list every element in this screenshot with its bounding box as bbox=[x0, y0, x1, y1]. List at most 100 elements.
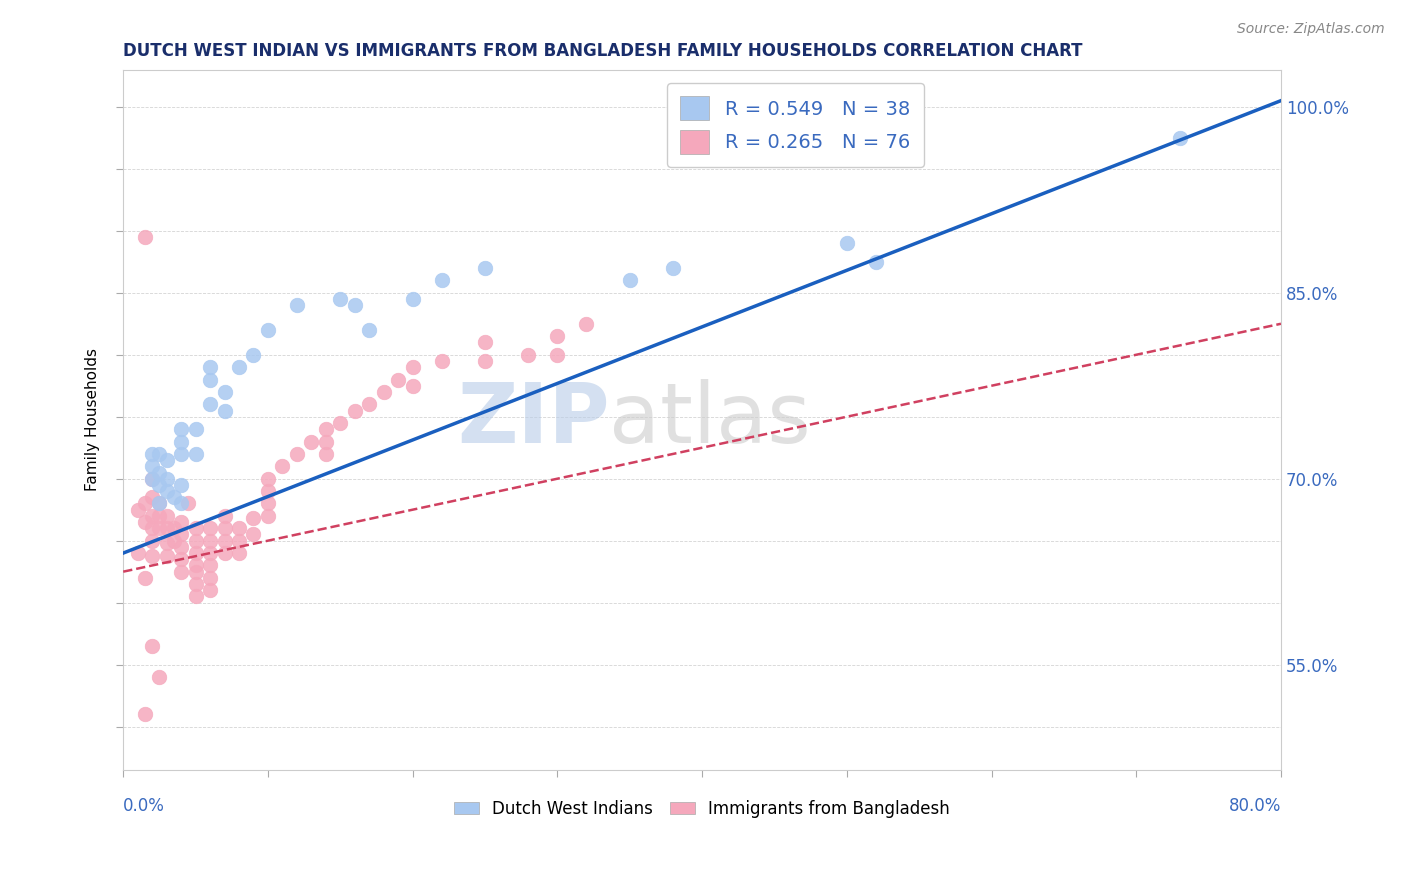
Point bbox=[148, 478, 170, 492]
Point bbox=[257, 472, 280, 486]
Point bbox=[430, 354, 453, 368]
Point bbox=[474, 260, 496, 275]
Point bbox=[228, 546, 250, 560]
Point bbox=[228, 521, 250, 535]
Point bbox=[148, 496, 170, 510]
Point bbox=[156, 484, 179, 499]
Point bbox=[242, 511, 264, 525]
Point bbox=[198, 397, 221, 411]
Point bbox=[141, 508, 163, 523]
Point bbox=[156, 536, 179, 550]
Point bbox=[257, 323, 280, 337]
Point bbox=[127, 502, 149, 516]
Point bbox=[401, 292, 423, 306]
Point bbox=[546, 348, 568, 362]
Point bbox=[299, 434, 322, 449]
Point bbox=[198, 571, 221, 585]
Point bbox=[170, 447, 193, 461]
Text: Source: ZipAtlas.com: Source: ZipAtlas.com bbox=[1237, 22, 1385, 37]
Point bbox=[315, 447, 337, 461]
Point bbox=[156, 453, 179, 467]
Point bbox=[141, 639, 163, 653]
Point bbox=[163, 491, 186, 505]
Point bbox=[184, 590, 207, 604]
Point bbox=[141, 491, 163, 505]
Point bbox=[329, 416, 352, 430]
Point bbox=[141, 521, 163, 535]
Point bbox=[271, 459, 294, 474]
Point bbox=[184, 447, 207, 461]
Point bbox=[662, 260, 685, 275]
Point bbox=[865, 254, 887, 268]
Point bbox=[148, 447, 170, 461]
Legend: Dutch West Indians, Immigrants from Bangladesh: Dutch West Indians, Immigrants from Bang… bbox=[447, 793, 956, 825]
Point bbox=[170, 540, 193, 554]
Point bbox=[214, 384, 236, 399]
Point bbox=[214, 403, 236, 417]
Point bbox=[156, 549, 179, 563]
Point bbox=[214, 533, 236, 548]
Point bbox=[343, 298, 366, 312]
Point bbox=[214, 546, 236, 560]
Point bbox=[141, 447, 163, 461]
Point bbox=[156, 472, 179, 486]
Point bbox=[619, 273, 641, 287]
Point bbox=[156, 508, 179, 523]
Point bbox=[474, 335, 496, 350]
Point bbox=[359, 323, 381, 337]
Point bbox=[148, 521, 170, 535]
Point bbox=[373, 384, 395, 399]
Point bbox=[198, 546, 221, 560]
Point bbox=[134, 496, 156, 510]
Point bbox=[170, 422, 193, 436]
Point bbox=[285, 447, 308, 461]
Point bbox=[170, 527, 193, 541]
Y-axis label: Family Households: Family Households bbox=[86, 348, 100, 491]
Point bbox=[134, 707, 156, 722]
Point bbox=[257, 484, 280, 499]
Point bbox=[242, 348, 264, 362]
Text: 80.0%: 80.0% bbox=[1229, 797, 1281, 815]
Point bbox=[1168, 131, 1191, 145]
Point bbox=[214, 521, 236, 535]
Point bbox=[148, 508, 170, 523]
Point bbox=[184, 565, 207, 579]
Point bbox=[184, 422, 207, 436]
Point bbox=[170, 434, 193, 449]
Text: DUTCH WEST INDIAN VS IMMIGRANTS FROM BANGLADESH FAMILY HOUSEHOLDS CORRELATION CH: DUTCH WEST INDIAN VS IMMIGRANTS FROM BAN… bbox=[124, 42, 1083, 60]
Point bbox=[401, 378, 423, 392]
Point bbox=[134, 230, 156, 244]
Point bbox=[170, 515, 193, 529]
Point bbox=[242, 527, 264, 541]
Point bbox=[141, 472, 163, 486]
Point bbox=[546, 329, 568, 343]
Point bbox=[835, 236, 858, 251]
Point bbox=[285, 298, 308, 312]
Point bbox=[198, 558, 221, 573]
Point bbox=[198, 533, 221, 548]
Point bbox=[430, 273, 453, 287]
Point bbox=[228, 360, 250, 375]
Point bbox=[184, 521, 207, 535]
Point bbox=[198, 521, 221, 535]
Point bbox=[198, 360, 221, 375]
Point bbox=[156, 521, 179, 535]
Point bbox=[474, 354, 496, 368]
Text: atlas: atlas bbox=[609, 379, 811, 460]
Point bbox=[141, 459, 163, 474]
Point bbox=[387, 372, 409, 386]
Point bbox=[141, 549, 163, 563]
Point bbox=[401, 360, 423, 375]
Point bbox=[163, 521, 186, 535]
Point bbox=[170, 565, 193, 579]
Point bbox=[134, 515, 156, 529]
Point bbox=[198, 583, 221, 598]
Point bbox=[359, 397, 381, 411]
Point bbox=[228, 533, 250, 548]
Point bbox=[134, 571, 156, 585]
Point bbox=[315, 434, 337, 449]
Point bbox=[575, 317, 598, 331]
Point bbox=[148, 670, 170, 684]
Point bbox=[127, 546, 149, 560]
Point bbox=[343, 403, 366, 417]
